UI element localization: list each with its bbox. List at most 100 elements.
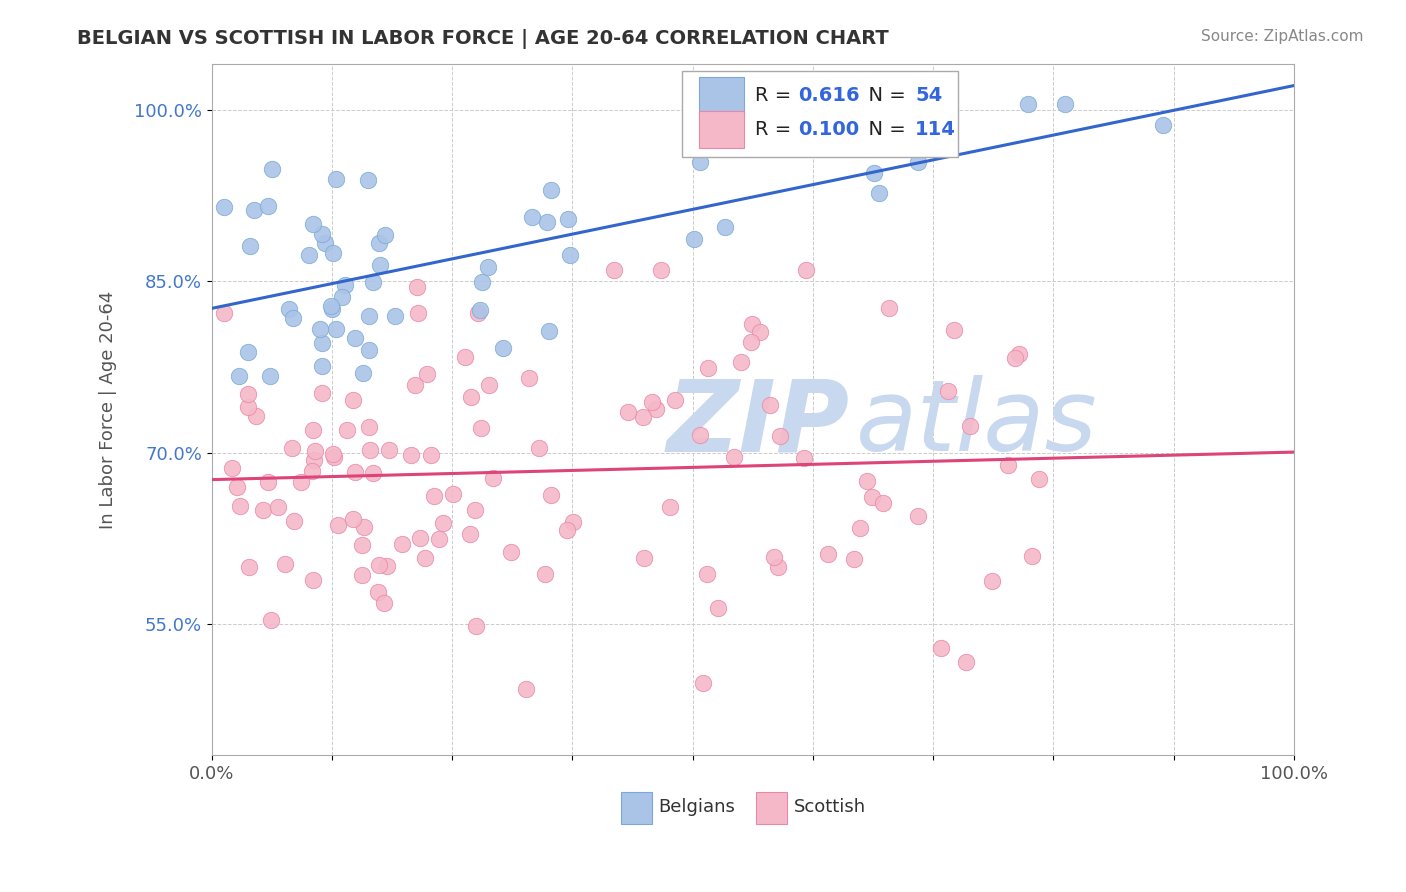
Point [260, 613, 283, 627]
Point [405, 280, 427, 294]
Point [540, 183, 562, 197]
Point [301, 464, 323, 478]
Point [758, 398, 780, 412]
Text: R =: R = [755, 120, 797, 139]
Point [336, 423, 359, 437]
Point [309, 322, 332, 336]
Point [416, 367, 439, 381]
Point [465, 618, 488, 632]
Point [738, 103, 761, 117]
Point [1028, 472, 1050, 486]
Point [855, 474, 877, 488]
Point [391, 536, 413, 550]
Point [311, 385, 333, 400]
Point [464, 503, 486, 517]
Point [730, 355, 752, 369]
Point [527, 441, 550, 455]
Point [311, 335, 333, 350]
Point [404, 378, 426, 392]
Point [562, 516, 585, 530]
Point [659, 500, 682, 514]
Point [707, 600, 730, 615]
Point [361, 276, 384, 290]
Point [267, 500, 290, 515]
Point [458, 526, 481, 541]
Point [558, 248, 581, 262]
Point [302, 453, 325, 467]
Point [352, 366, 374, 380]
Point [373, 596, 395, 610]
Point [257, 475, 280, 489]
Point [929, 641, 952, 656]
Text: 0.100: 0.100 [799, 120, 859, 139]
Point [239, 238, 262, 252]
Text: Source: ZipAtlas.com: Source: ZipAtlas.com [1201, 29, 1364, 45]
Point [238, 344, 260, 359]
Point [321, 299, 343, 313]
Point [374, 227, 396, 242]
Point [273, 558, 295, 572]
Point [763, 549, 786, 564]
Point [301, 573, 323, 587]
Point [359, 442, 381, 457]
Point [793, 450, 815, 465]
Point [538, 324, 561, 338]
Point [344, 465, 367, 479]
Point [520, 210, 543, 224]
Point [697, 361, 720, 376]
FancyBboxPatch shape [699, 112, 744, 148]
Point [482, 471, 505, 485]
Point [641, 395, 664, 409]
Point [981, 574, 1004, 588]
Point [478, 378, 501, 392]
Point [330, 290, 353, 304]
Point [907, 509, 929, 524]
Text: 114: 114 [915, 120, 956, 139]
Point [314, 235, 336, 250]
Point [350, 538, 373, 552]
Point [467, 306, 489, 320]
Point [408, 306, 430, 320]
Point [441, 487, 464, 501]
Point [228, 369, 250, 384]
Point [375, 559, 398, 574]
Point [325, 322, 347, 336]
Point [877, 301, 900, 315]
Point [470, 302, 492, 317]
Point [432, 516, 454, 531]
Point [413, 551, 436, 566]
Text: Scottish: Scottish [794, 798, 866, 816]
Point [683, 232, 706, 246]
Point [1017, 97, 1039, 112]
Point [943, 323, 966, 337]
Point [357, 310, 380, 324]
Text: 0.616: 0.616 [799, 86, 860, 104]
Point [723, 450, 745, 464]
Point [335, 278, 357, 293]
Point [471, 275, 494, 289]
Point [492, 341, 515, 355]
Point [423, 489, 446, 503]
Point [325, 171, 347, 186]
Text: ZIP: ZIP [666, 376, 849, 472]
Point [350, 568, 373, 582]
Point [252, 503, 274, 517]
Point [368, 235, 391, 250]
Point [256, 199, 278, 213]
Point [236, 400, 259, 414]
Point [477, 260, 499, 274]
Point [536, 215, 558, 229]
Point [281, 441, 304, 455]
Point [321, 302, 343, 317]
Point [768, 559, 790, 574]
Point [322, 447, 344, 461]
Point [650, 262, 672, 277]
Point [501, 545, 523, 559]
Point [631, 409, 654, 424]
Point [557, 211, 579, 226]
Point [534, 566, 557, 581]
Text: 54: 54 [915, 86, 942, 104]
Point [1004, 351, 1026, 366]
FancyBboxPatch shape [620, 792, 652, 824]
Point [368, 258, 391, 272]
